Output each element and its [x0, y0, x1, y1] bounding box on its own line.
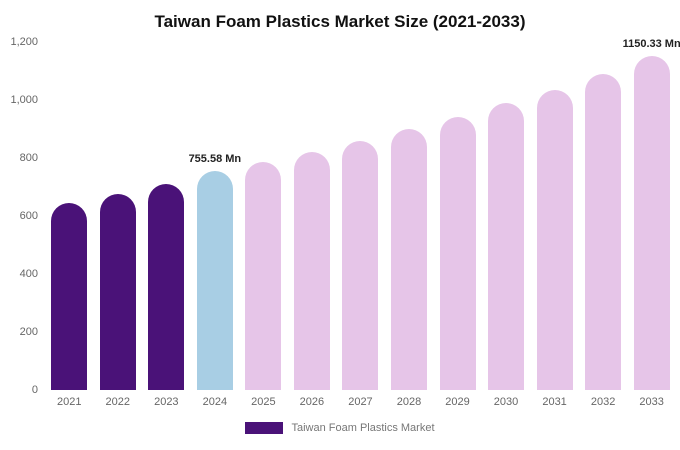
x-axis-label: 2023 — [154, 396, 179, 408]
bar-column — [288, 42, 337, 390]
bar-2024[interactable] — [196, 170, 233, 390]
x-axis-label: 2028 — [396, 396, 422, 408]
bar-column — [482, 42, 531, 390]
value-label: 755.58 Mn — [188, 152, 242, 165]
bar-column — [94, 42, 143, 390]
bar-2026[interactable] — [293, 152, 330, 390]
bar-column — [433, 42, 482, 390]
y-axis-label: 1,000 — [10, 94, 38, 106]
x-axis-label: 2026 — [299, 396, 325, 408]
bar-2025[interactable] — [245, 162, 282, 390]
bar-column: 1150.33 Mn — [623, 38, 680, 390]
bar-2031[interactable] — [536, 89, 573, 390]
chart-title: Taiwan Foam Plastics Market Size (2021-2… — [154, 12, 526, 31]
x-axis-label: 2031 — [542, 396, 567, 408]
bar-column: 755.58 Mn — [188, 42, 242, 390]
bar-2032[interactable] — [585, 73, 622, 390]
y-axis-label: 800 — [19, 152, 38, 164]
plot-area: 755.58 Mn 1150.33 Mn 0 200 400 600 800 1,000 1,2… — [10, 36, 680, 396]
y-axis-label: 200 — [19, 326, 38, 338]
legend: Taiwan Foam Plastics Market — [0, 422, 680, 434]
bar-2022[interactable] — [99, 194, 136, 390]
value-label: 1150.33 Mn — [622, 38, 680, 51]
plot-wrap: 755.58 Mn 1150.33 Mn 0 200 400 600 800 1,000 1,2… — [10, 36, 680, 396]
x-axis-label: 2027 — [348, 396, 373, 408]
bar-column — [579, 42, 628, 390]
y-axis-label: 0 — [31, 384, 38, 396]
legend-swatch — [245, 422, 284, 434]
y-axis-label: 1,200 — [10, 36, 38, 48]
chart-container: Taiwan Foam Plastics Market Size (2021-2… — [0, 12, 680, 434]
bar-2027[interactable] — [342, 141, 379, 390]
bar-column — [45, 42, 94, 390]
x-axis: 2021 2022 2023 2024 2025 2026 2027 2028 2029 2030… — [45, 390, 676, 408]
bar-2028[interactable] — [390, 129, 427, 390]
x-axis-label: 2022 — [105, 396, 131, 408]
x-axis-label: 2030 — [493, 396, 519, 408]
bar-2023[interactable] — [148, 184, 185, 390]
y-axis-label: 400 — [19, 268, 38, 280]
bar-column — [336, 42, 385, 390]
x-axis-label: 2024 — [202, 396, 228, 408]
bar-column — [142, 42, 191, 390]
bar-column — [239, 42, 288, 390]
x-axis-label: 2029 — [445, 396, 470, 408]
x-axis-label: 2032 — [590, 396, 616, 408]
bar-column — [530, 42, 579, 390]
legend-label: Taiwan Foam Plastics Market — [291, 422, 435, 434]
bar-column — [385, 42, 434, 390]
y-axis-label: 600 — [19, 210, 38, 222]
x-axis-label: 2021 — [57, 396, 82, 408]
bar-2030[interactable] — [488, 102, 525, 390]
bar-2021[interactable] — [51, 202, 88, 390]
x-axis-label: 2025 — [251, 396, 276, 408]
bar-2033[interactable] — [633, 56, 670, 390]
bar-2029[interactable] — [439, 117, 476, 390]
x-axis-label: 2033 — [639, 396, 664, 408]
